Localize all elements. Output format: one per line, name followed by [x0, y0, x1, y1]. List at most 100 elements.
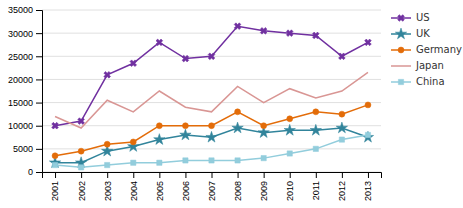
x-tick-mark [238, 172, 239, 178]
y-tick: 5000 [13, 144, 42, 154]
x-tick: 2007 [207, 172, 217, 201]
legend-item: US [391, 12, 430, 23]
series-marker [232, 122, 243, 133]
grid-line [42, 10, 381, 11]
series-marker [206, 131, 217, 142]
series-marker [311, 30, 321, 40]
series-marker [313, 146, 318, 151]
series-marker [235, 109, 241, 115]
legend-label: UK [416, 28, 430, 39]
y-tick-mark [36, 126, 42, 127]
legend-label: China [416, 76, 445, 87]
series-marker [104, 141, 110, 147]
series-group [49, 21, 373, 170]
y-tick-mark [36, 149, 42, 150]
series-marker [50, 121, 60, 131]
grid [42, 10, 381, 172]
x-tick: 2012 [337, 172, 347, 201]
x-tick-label: 2011 [311, 181, 321, 200]
y-tick-label: 15000 [8, 98, 33, 108]
series-marker [105, 162, 110, 167]
x-tick-label: 2013 [363, 181, 373, 201]
series-marker [365, 102, 371, 108]
legend-marker [395, 28, 406, 39]
x-tick: 2013 [363, 172, 373, 201]
legend-label: Germany [416, 44, 462, 55]
y-tick: 15000 [8, 98, 42, 108]
legend-swatch [391, 65, 411, 67]
y-tick: 20000 [8, 75, 42, 85]
plot-area: 2001200220032004200520062007200820092010… [8, 5, 382, 201]
y-tick: 10000 [8, 121, 42, 131]
x-tick-mark [55, 172, 56, 178]
legend-marker [398, 47, 404, 53]
series-line [55, 135, 368, 167]
x-axis: 2001200220032004200520062007200820092010… [43, 172, 382, 201]
x-tick: 2006 [181, 172, 191, 201]
x-tick-label: 2003 [103, 181, 113, 201]
y-tick-label: 5000 [13, 144, 33, 154]
y-tick-label: 20000 [8, 75, 33, 85]
series-marker [310, 124, 321, 135]
x-tick: 2005 [155, 172, 165, 201]
x-tick-label: 2001 [50, 181, 60, 201]
series-marker [131, 160, 136, 165]
series-marker [154, 37, 164, 47]
legend-item: Japan [391, 60, 444, 71]
x-tick-mark [264, 172, 265, 178]
x-tick-mark [290, 172, 291, 178]
x-tick-label: 2010 [285, 181, 295, 201]
series-marker [130, 139, 136, 145]
x-tick-mark [185, 172, 186, 178]
series-marker [78, 148, 84, 154]
x-tick-label: 2004 [129, 181, 139, 201]
series-marker [52, 162, 57, 167]
series-marker [128, 58, 138, 68]
y-tick-mark [36, 33, 42, 34]
series-marker [156, 123, 162, 129]
grid-line [42, 102, 381, 103]
series-marker [261, 123, 267, 129]
y-tick-label: 35000 [8, 5, 33, 15]
x-tick-mark [81, 172, 82, 178]
series-marker [52, 153, 58, 159]
series-marker [182, 123, 188, 129]
series-marker [180, 129, 191, 140]
legend-marker [398, 79, 403, 84]
series-marker [157, 160, 162, 165]
series-marker [284, 124, 295, 135]
grid-line [42, 33, 381, 34]
y-tick: 0 [28, 167, 42, 177]
legend-label: US [416, 12, 430, 23]
x-tick-mark [368, 172, 369, 178]
x-tick-label: 2008 [233, 181, 243, 201]
legend-label: Japan [415, 60, 444, 71]
grid-line [42, 79, 381, 80]
y-tick: 25000 [8, 52, 42, 62]
x-tick: 2008 [233, 172, 243, 201]
y-tick-label: 0 [28, 167, 33, 177]
series-marker [339, 111, 345, 117]
x-tick-mark [342, 172, 343, 178]
legend-item: Germany [391, 44, 462, 55]
legend-item: UK [391, 28, 430, 39]
x-tick-mark [133, 172, 134, 178]
series-marker [78, 165, 83, 170]
series-marker [183, 158, 188, 163]
y-axis-line [36, 11, 43, 173]
x-tick-label: 2007 [207, 181, 217, 201]
y-tick-mark [36, 10, 42, 11]
x-tick: 2001 [50, 172, 60, 201]
legend-marker [396, 13, 406, 23]
series-marker [336, 122, 347, 133]
legend-item: China [391, 76, 445, 87]
x-tick: 2009 [259, 172, 269, 201]
x-tick-label: 2005 [155, 181, 165, 201]
x-tick: 2011 [311, 172, 321, 200]
x-tick-mark [107, 172, 108, 178]
series-marker [154, 134, 165, 145]
x-tick-label: 2006 [181, 181, 191, 201]
x-tick-label: 2012 [337, 181, 347, 201]
y-tick-label: 30000 [8, 29, 33, 39]
y-tick: 30000 [8, 29, 42, 39]
